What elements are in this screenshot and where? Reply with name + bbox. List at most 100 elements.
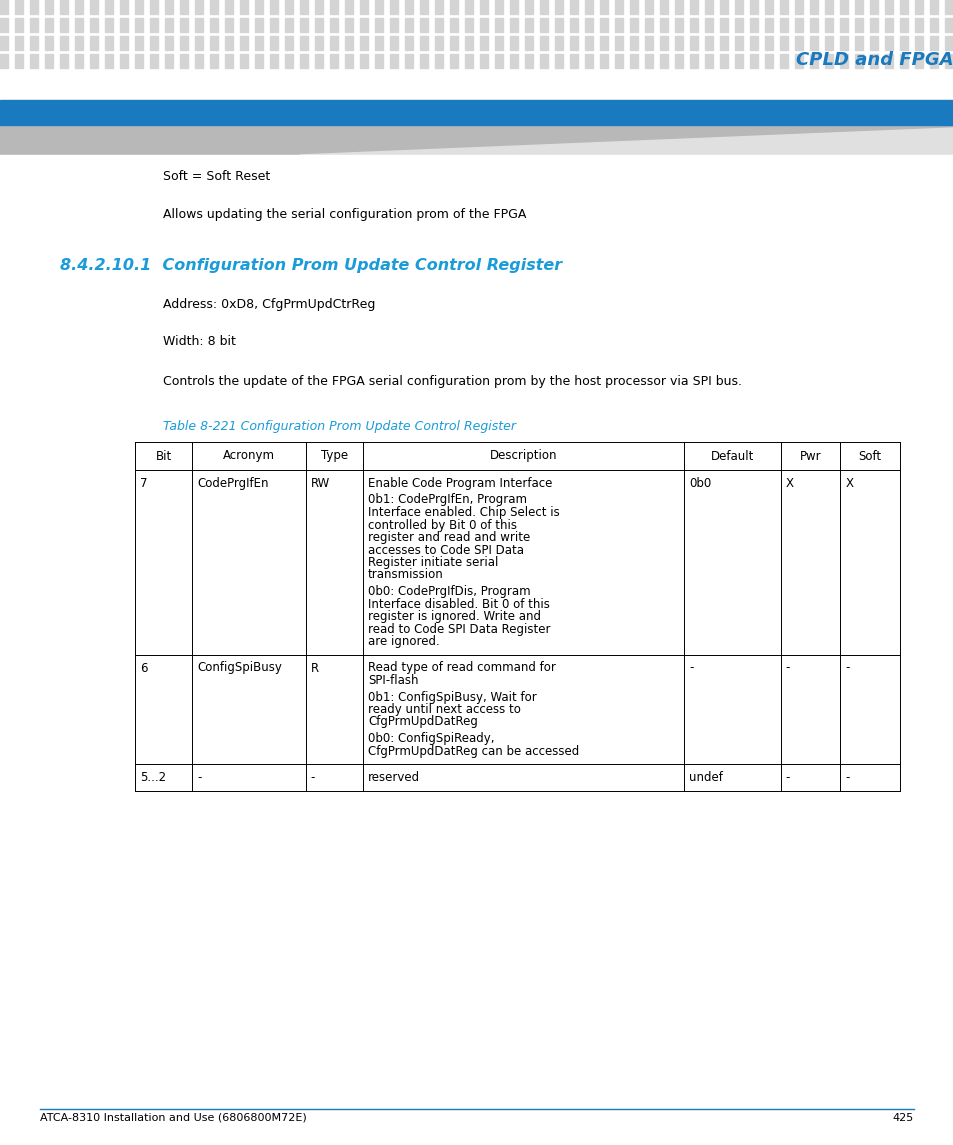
Bar	[299, 54, 308, 68]
Text: Table 8-221 Configuration Prom Update Control Register: Table 8-221 Configuration Prom Update Co…	[163, 420, 516, 433]
Bar	[780, 35, 787, 50]
Bar	[780, 18, 787, 32]
Bar	[390, 35, 397, 50]
Bar	[150, 35, 158, 50]
Bar	[659, 0, 667, 14]
Bar	[254, 35, 263, 50]
Bar	[194, 18, 203, 32]
Bar	[375, 35, 382, 50]
Bar	[524, 18, 533, 32]
Bar	[599, 54, 607, 68]
Bar	[869, 54, 877, 68]
Bar	[194, 54, 203, 68]
Bar	[569, 54, 578, 68]
Bar	[15, 35, 23, 50]
Bar	[689, 54, 698, 68]
Bar	[180, 54, 188, 68]
Bar	[375, 0, 382, 14]
Bar	[60, 18, 68, 32]
Bar	[510, 18, 517, 32]
Bar	[479, 0, 488, 14]
Bar	[270, 18, 277, 32]
Text: Address: 0xD8, CfgPrmUpdCtrReg: Address: 0xD8, CfgPrmUpdCtrReg	[163, 298, 375, 311]
Text: Read type of read command for: Read type of read command for	[368, 662, 556, 674]
Bar	[330, 0, 337, 14]
Bar	[479, 54, 488, 68]
Bar	[615, 54, 622, 68]
Bar	[569, 35, 578, 50]
Bar	[780, 0, 787, 14]
Bar	[629, 0, 638, 14]
Bar	[764, 0, 772, 14]
Bar	[390, 0, 397, 14]
Bar	[824, 18, 832, 32]
Bar	[285, 0, 293, 14]
Bar	[330, 54, 337, 68]
Bar	[749, 0, 758, 14]
Text: Controls the update of the FPGA serial configuration prom by the host processor : Controls the update of the FPGA serial c…	[163, 376, 741, 388]
Text: -: -	[689, 662, 693, 674]
Bar	[30, 18, 38, 32]
Text: -: -	[311, 771, 314, 784]
Bar	[809, 18, 817, 32]
Bar	[615, 35, 622, 50]
Bar	[539, 54, 547, 68]
Bar	[539, 18, 547, 32]
Bar	[599, 18, 607, 32]
Text: CPLD and FPGA: CPLD and FPGA	[796, 52, 953, 69]
Bar	[675, 18, 682, 32]
Bar	[0, 18, 8, 32]
Bar	[869, 0, 877, 14]
Bar	[510, 54, 517, 68]
Bar	[135, 18, 143, 32]
Text: 0b0: CodePrgIfDis, Program: 0b0: CodePrgIfDis, Program	[368, 585, 530, 598]
Bar	[809, 35, 817, 50]
Bar	[359, 18, 368, 32]
Bar	[464, 54, 473, 68]
Bar	[539, 0, 547, 14]
Bar	[435, 54, 442, 68]
Bar	[75, 18, 83, 32]
Bar	[524, 0, 533, 14]
Bar	[254, 0, 263, 14]
Bar	[314, 0, 323, 14]
Bar	[794, 0, 802, 14]
Bar	[644, 18, 652, 32]
Bar	[330, 18, 337, 32]
Bar	[150, 54, 158, 68]
Text: Width: 8 bit: Width: 8 bit	[163, 335, 235, 348]
Bar	[764, 54, 772, 68]
Bar	[299, 18, 308, 32]
Bar	[194, 0, 203, 14]
Bar	[0, 155, 953, 1145]
Text: CfgPrmUpdDatReg: CfgPrmUpdDatReg	[368, 716, 477, 728]
Bar	[479, 35, 488, 50]
Text: Interface disabled. Bit 0 of this: Interface disabled. Bit 0 of this	[368, 598, 549, 610]
Bar	[165, 35, 172, 50]
Bar	[555, 35, 562, 50]
Bar	[675, 35, 682, 50]
Bar	[314, 54, 323, 68]
Bar	[90, 18, 98, 32]
Bar	[330, 35, 337, 50]
Bar	[314, 18, 323, 32]
Text: 6: 6	[140, 662, 148, 674]
Bar	[734, 54, 742, 68]
Bar	[929, 35, 937, 50]
Bar	[840, 35, 847, 50]
Bar	[794, 54, 802, 68]
Bar	[555, 0, 562, 14]
Bar	[210, 0, 218, 14]
Bar	[495, 54, 502, 68]
Bar	[45, 35, 53, 50]
Bar	[135, 54, 143, 68]
Text: Bit: Bit	[155, 450, 172, 463]
Text: CfgPrmUpdDatReg can be accessed: CfgPrmUpdDatReg can be accessed	[368, 744, 578, 758]
Text: read to Code SPI Data Register: read to Code SPI Data Register	[368, 623, 550, 635]
Bar	[794, 35, 802, 50]
Text: Register initiate serial: Register initiate serial	[368, 556, 497, 569]
Bar	[345, 54, 353, 68]
Bar	[90, 35, 98, 50]
Bar	[569, 18, 578, 32]
Bar	[884, 54, 892, 68]
